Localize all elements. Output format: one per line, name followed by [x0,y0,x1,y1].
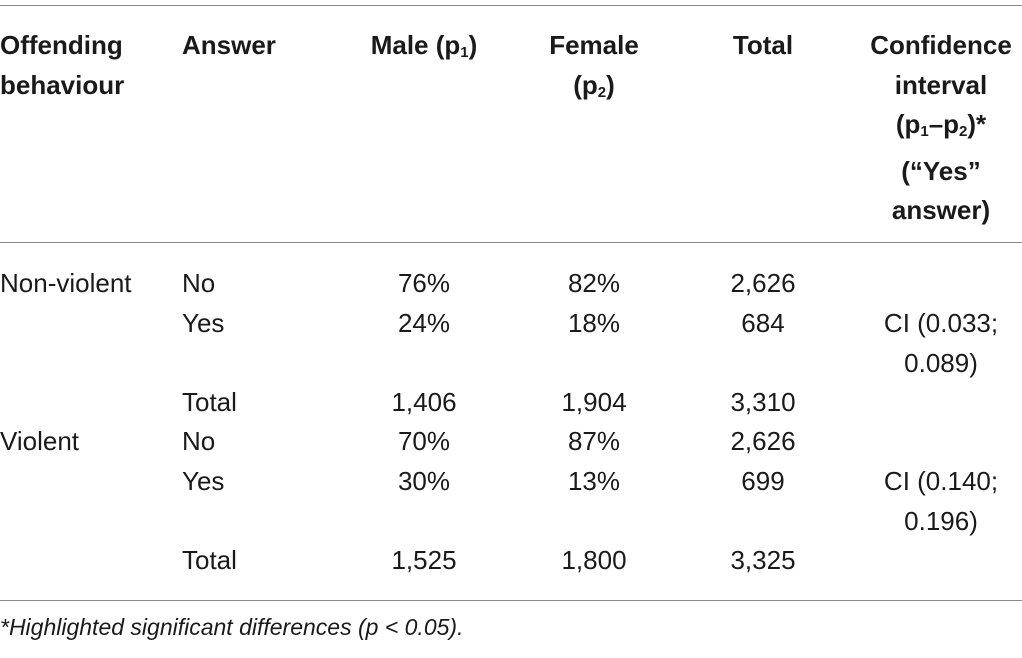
header-ci-line2: interval [894,69,988,100]
table-cell-ci: CI (0.033; 0.089) [884,304,998,383]
header-offending-line1: Offending [0,30,123,60]
header-male-text: Male (p [370,30,461,60]
table-cell-female: 1,800 [561,545,627,575]
table-cell-female: 18% [567,308,621,338]
top-rule [0,5,1022,6]
table-cell-total: 3,325 [730,545,796,575]
header-ci-line1: Confidence [870,30,1012,60]
table-cell-male: 1,406 [391,387,457,417]
table-cell-male: 24% [397,308,451,338]
table-row-answer: Total [182,545,237,575]
header-ci-line4: (“Yes” [901,155,981,186]
ci-line1: CI (0.033; [883,308,999,338]
header-male-close: ) [468,30,478,60]
table-cell-female: 13% [567,466,621,496]
ci-line2: 0.196) [904,505,978,536]
header-ci-line5: answer) [891,195,991,225]
table-cell-female: 87% [567,426,621,456]
header-offending-line2: behaviour [0,69,125,100]
table-cell-male: 76% [397,268,451,298]
header-female-line2: (p2) [573,69,615,101]
table-cell-female: 82% [567,268,621,298]
table-row-answer: No [182,268,216,298]
table-cell-male: 1,525 [391,545,457,575]
table-row-answer: Yes [182,308,225,338]
table-cell-male: 70% [397,426,451,456]
ci-line1: CI (0.140; [883,466,999,496]
table-row-answer: Total [182,387,237,417]
table-cell-total: 684 [741,308,785,338]
table-cell-total: 699 [741,466,785,496]
header-male-sub: 1 [460,44,469,61]
group-behaviour-violent: Violent [0,426,80,456]
group-behaviour-non-violent: Non-violent [0,268,132,298]
table-cell-female: 1,904 [561,387,627,417]
bottom-rule [0,600,1022,601]
header-male: Male (p1) [371,26,478,73]
table-cell-ci: CI (0.140; 0.196) [884,462,998,541]
header-offending-behaviour: Offending behaviour [0,26,124,105]
header-ci-line3: (p1–p2)* [895,109,987,140]
header-female-line1: Female [549,30,639,60]
header-answer: Answer [182,30,276,60]
ci-line2: 0.089) [904,347,978,378]
table-cell-total: 3,310 [730,387,796,417]
table-cell-male: 30% [397,466,451,496]
table-cell-total: 2,626 [730,426,796,456]
table-cell-total: 2,626 [730,268,796,298]
table-footnote: *Highlighted significant differences (p … [0,614,464,640]
header-total: Total [732,30,794,60]
header-confidence-interval: Confidence interval (p1–p2)* (“Yes” answ… [870,26,1012,231]
table-row-answer: Yes [182,466,225,496]
header-rule [0,242,1022,243]
table-row-answer: No [182,426,216,456]
header-female: Female (p2) [549,26,639,112]
